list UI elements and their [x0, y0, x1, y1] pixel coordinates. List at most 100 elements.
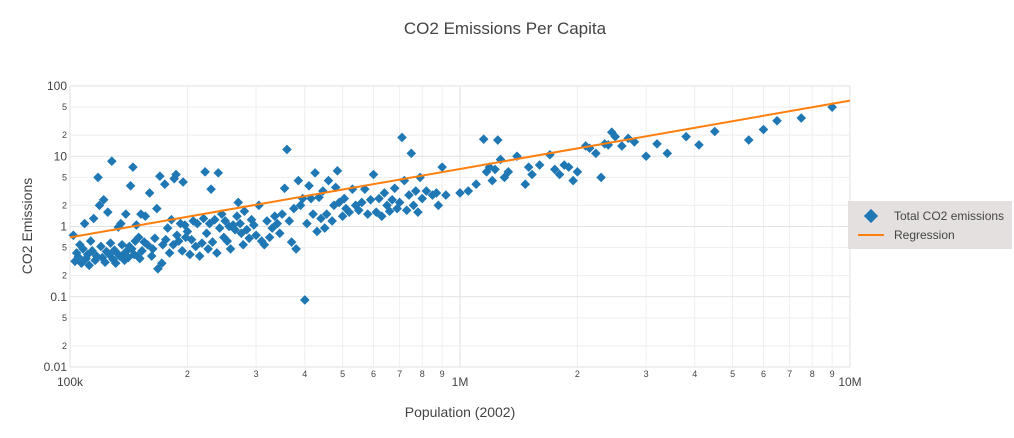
grid-layer [69, 85, 851, 368]
data-point [139, 237, 150, 247]
data-point [323, 175, 334, 186]
data-point [216, 209, 227, 219]
data-point [284, 216, 295, 226]
y-minor-tick-label: 5 [62, 243, 67, 253]
data-point [79, 218, 90, 229]
data-point [164, 248, 175, 258]
y-tick-label: 10 [54, 149, 68, 163]
data-point [125, 180, 136, 191]
data-point [286, 237, 297, 247]
x-minor-tick-label: 3 [254, 369, 259, 379]
y-minor-tick-label: 5 [62, 102, 67, 112]
x-minor-tick-label: 4 [302, 369, 307, 379]
y-minor-tick-label: 2 [62, 271, 67, 281]
data-point [796, 113, 807, 123]
data-point [344, 207, 355, 217]
data-point [413, 207, 423, 217]
data-point [251, 230, 261, 241]
data-point [314, 192, 324, 203]
data-point [591, 148, 601, 159]
x-axis-title: Population (2002) [405, 404, 516, 420]
legend-item-total-co2[interactable]: Total CO2 emissions [856, 206, 1004, 226]
data-point [146, 251, 157, 261]
data-point [523, 162, 534, 172]
data-point [417, 193, 428, 204]
data-point [152, 203, 162, 214]
data-point [463, 186, 474, 196]
x-minor-tick-label: 7 [397, 369, 402, 379]
x-minor-tick-label: 2 [575, 369, 580, 379]
data-point [133, 232, 144, 243]
data-point [129, 249, 139, 260]
regression-line [69, 99, 851, 239]
data-point [213, 168, 224, 178]
data-point [277, 209, 287, 219]
data-point [123, 252, 133, 263]
data-point [563, 162, 574, 172]
data-point [262, 216, 272, 226]
data-point [406, 148, 417, 159]
data-point [641, 151, 651, 162]
data-point [334, 197, 344, 208]
x-tick-label: 1M [452, 375, 469, 389]
data-point [295, 200, 306, 211]
data-point [339, 193, 350, 204]
data-point [455, 188, 465, 198]
data-point [310, 168, 320, 178]
data-point [150, 233, 160, 244]
chart-title: CO2 Emissions Per Capita [404, 19, 607, 38]
data-point [206, 184, 216, 194]
data-point [652, 139, 662, 149]
legend-item-regression[interactable]: Regression [856, 225, 955, 245]
data-point [169, 173, 179, 184]
y-tick-label: 1 [60, 220, 67, 234]
data-point [162, 223, 173, 233]
data-point [256, 236, 267, 246]
data-point [300, 295, 310, 305]
data-point [144, 188, 155, 198]
data-point [389, 183, 400, 194]
data-point [520, 179, 531, 190]
data-point [534, 160, 545, 170]
data-point [264, 232, 275, 243]
data-point [304, 180, 314, 191]
data-point [572, 167, 583, 177]
data-point [233, 197, 244, 208]
data-point [171, 169, 181, 180]
data-point [225, 244, 236, 254]
data-point [136, 209, 146, 219]
legend-label-regression: Regression [894, 228, 955, 242]
data-point [394, 197, 405, 208]
data-point [96, 241, 106, 252]
data-point [244, 233, 254, 244]
data-point [368, 169, 379, 180]
data-point [353, 205, 364, 216]
data-point [197, 238, 207, 248]
data-point [76, 258, 87, 269]
y-minor-tick-label: 2 [62, 341, 67, 351]
data-point [437, 162, 447, 172]
x-minor-tick-label: 6 [371, 369, 376, 379]
data-point [302, 218, 312, 229]
data-point [321, 209, 332, 219]
data-point [110, 258, 121, 269]
data-point [173, 236, 184, 246]
data-point [384, 206, 395, 217]
data-point [85, 236, 96, 246]
data-point [239, 206, 250, 217]
data-point [743, 135, 754, 145]
data-point [274, 228, 285, 239]
data-point [499, 172, 510, 183]
data-point [487, 175, 498, 186]
data-point [362, 209, 373, 219]
data-point [568, 175, 578, 186]
data-point [492, 135, 503, 145]
data-point [153, 263, 163, 274]
x-minor-tick-label: 5 [340, 369, 345, 379]
data-point [186, 234, 197, 245]
data-point [356, 197, 367, 208]
data-point [495, 154, 506, 165]
data-point [130, 236, 141, 246]
